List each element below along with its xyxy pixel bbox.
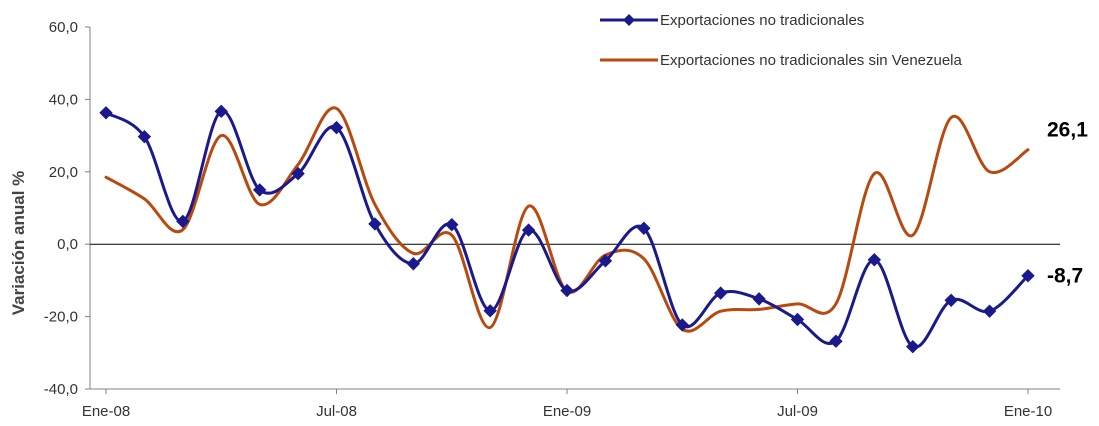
series-1-point xyxy=(982,304,997,318)
y-axis-label: Variación anual % xyxy=(9,171,28,316)
y-tick-label: -40,0 xyxy=(44,381,78,398)
series-1-point xyxy=(906,339,920,354)
x-tick-label: Ene-08 xyxy=(82,403,130,420)
x-axis-ticks: Ene-08 Jul-08 Ene-09 Jul-09 Ene-10 xyxy=(82,389,1052,420)
end-label-series-1: -8,7 xyxy=(1047,265,1083,288)
series-1-point xyxy=(99,106,113,120)
y-axis-ticks: -40,0 -20,0 0,0 20,0 40,0 60,0 xyxy=(44,19,90,398)
series-1-point xyxy=(598,254,613,268)
series-1-point xyxy=(1021,268,1035,283)
end-labels: 26,1 -8,7 xyxy=(1047,119,1088,288)
chart-axes xyxy=(89,27,1060,390)
legend: Exportaciones no tradicionales Exportacio… xyxy=(600,12,963,69)
series-1-point xyxy=(944,293,958,308)
series-1-point xyxy=(329,120,344,135)
series-1-point xyxy=(713,286,728,300)
series-1-point xyxy=(252,183,267,197)
y-tick-label: -20,0 xyxy=(44,309,78,326)
series-1-point xyxy=(521,223,536,237)
x-tick-label: Jul-08 xyxy=(316,403,357,420)
series-1-point xyxy=(675,318,689,332)
series-1-point xyxy=(790,312,805,327)
x-tick-label: Ene-09 xyxy=(543,403,591,420)
series-1-point xyxy=(291,166,305,181)
series-markers xyxy=(99,104,1035,354)
legend-label-series-2: Exportaciones no tradicionales sin Venez… xyxy=(660,52,963,69)
series-1-point xyxy=(483,304,497,318)
series-1-point xyxy=(368,217,382,231)
series-line-2 xyxy=(104,106,1030,333)
series-1-point xyxy=(214,104,228,119)
series-1-point xyxy=(637,221,651,235)
y-tick-label: 40,0 xyxy=(49,91,78,108)
y-tick-label: 60,0 xyxy=(49,19,78,36)
series-1-point xyxy=(560,283,574,298)
x-tick-label: Ene-10 xyxy=(1004,403,1052,420)
series-1-point xyxy=(829,334,843,348)
series-1-point xyxy=(867,253,882,267)
series-1-point xyxy=(176,214,190,229)
end-label-series-2: 26,1 xyxy=(1047,119,1088,142)
series-1-point xyxy=(406,257,421,271)
y-tick-label: 0,0 xyxy=(57,236,78,253)
x-tick-label: Jul-09 xyxy=(777,403,818,420)
series-1-point xyxy=(137,129,152,144)
series-lines xyxy=(104,106,1030,349)
legend-label-series-1: Exportaciones no tradicionales xyxy=(660,12,864,29)
series-line-1 xyxy=(104,109,1030,349)
legend-marker-series-1 xyxy=(623,14,635,26)
series-1-point xyxy=(752,292,766,306)
y-tick-label: 20,0 xyxy=(49,164,78,181)
series-1-point xyxy=(445,217,459,232)
